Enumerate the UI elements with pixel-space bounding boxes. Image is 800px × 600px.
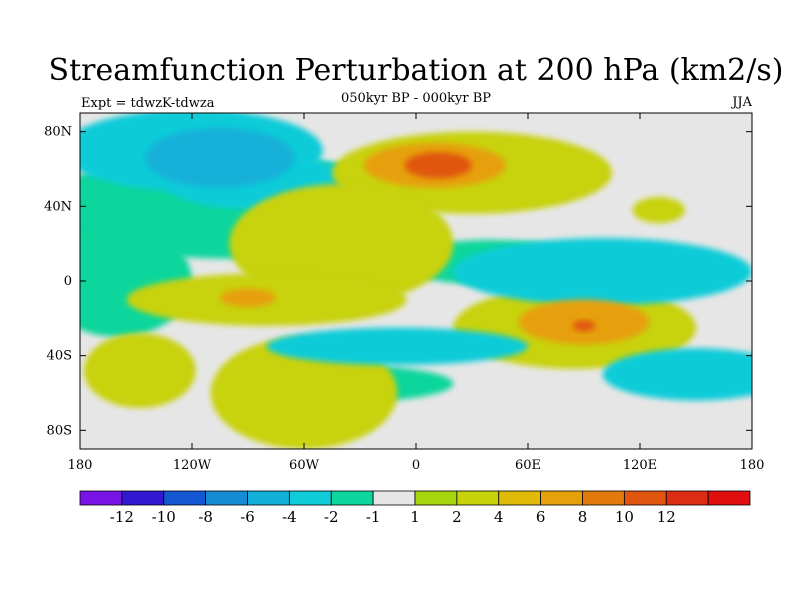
colorbar-swatch — [623, 490, 667, 506]
x-tick-label: 180 — [740, 458, 765, 473]
negative-anomaly-region — [453, 238, 752, 306]
experiment-label: Expt = tdwzK-tdwza — [81, 96, 215, 111]
colorbar-swatch — [288, 490, 332, 506]
colorbar-swatch — [163, 490, 207, 506]
negative-anomaly-region — [266, 327, 528, 366]
colorbar: -12 -10 -8 -6 -4 -2 -1 1 2 4 6 8 10 12 — [79, 490, 751, 526]
colorbar-swatch — [456, 490, 500, 506]
colorbar-label: 8 — [578, 508, 588, 526]
colorbar-label: -1 — [366, 508, 381, 526]
colorbar-label: 4 — [494, 508, 504, 526]
positive-anomaly-region — [404, 152, 472, 179]
colorbar-label: 10 — [615, 508, 634, 526]
colorbar-swatch — [79, 490, 123, 506]
colorbar-swatch — [414, 490, 458, 506]
positive-anomaly-region — [210, 337, 398, 449]
y-tick-label: 0 — [64, 274, 72, 289]
x-tick-label: 60E — [515, 458, 541, 473]
y-tick-label: 80S — [47, 423, 72, 438]
period-label: 050kyr BP - 000kyr BP — [341, 91, 491, 106]
positive-anomaly-region — [220, 288, 276, 308]
colorbar-swatch — [665, 490, 709, 506]
colorbar-swatch — [205, 490, 248, 506]
colorbar-label: -8 — [198, 508, 213, 526]
colorbar-label: 2 — [452, 508, 462, 526]
colorbar-swatch — [330, 490, 374, 506]
colorbar-label: -12 — [110, 508, 134, 526]
x-tick-label: 180 — [68, 458, 93, 473]
positive-anomaly-region — [572, 320, 596, 332]
positive-anomaly-region — [83, 333, 196, 408]
positive-anomaly-region — [632, 197, 685, 224]
chart-title: Streamfunction Perturbation at 200 hPa (… — [49, 53, 784, 88]
y-tick-label: 40S — [47, 349, 72, 364]
contour-field-layer — [80, 113, 752, 449]
colorbar-label: 1 — [410, 508, 420, 526]
colorbar-swatch — [582, 490, 625, 506]
colorbar-swatch — [372, 490, 416, 506]
colorbar-label: -4 — [282, 508, 297, 526]
colorbar-label: 6 — [536, 508, 546, 526]
negative-anomaly-region — [145, 127, 295, 188]
y-tick-label: 80N — [44, 125, 72, 140]
y-tick-label: 40N — [44, 199, 72, 214]
x-tick-label: 120E — [623, 458, 657, 473]
colorbar-swatch — [121, 490, 165, 506]
colorbar-swatch — [247, 490, 290, 506]
colorbar-label: 12 — [657, 508, 676, 526]
negative-anomaly-region — [602, 348, 752, 401]
colorbar-label: -2 — [324, 508, 339, 526]
colorbar-label: -10 — [152, 508, 176, 526]
axis-ticks: 180 120W 60W 0 60E 120E 180 80N 40N 0 40S 80S — [44, 113, 764, 473]
colorbar-swatch — [707, 490, 751, 506]
colorbar-label: -6 — [240, 508, 255, 526]
positive-anomaly-region — [229, 183, 454, 304]
x-tick-label: 60W — [289, 458, 320, 473]
x-tick-label: 120W — [173, 458, 212, 473]
season-label: JJA — [730, 95, 752, 110]
colorbar-swatch — [498, 490, 542, 506]
x-tick-label: 0 — [412, 458, 420, 473]
colorbar-swatch — [540, 490, 583, 506]
